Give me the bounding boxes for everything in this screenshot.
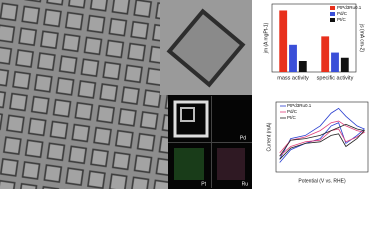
- y-axis-label: jm (A mgPt-1): [263, 22, 269, 54]
- cv-curve: [279, 107, 366, 163]
- legend-swatch: [330, 6, 335, 10]
- legend-label: Pd/C: [287, 109, 298, 114]
- bar: [321, 36, 330, 72]
- bar: [289, 44, 297, 72]
- legend-label: Pd/C: [337, 11, 348, 16]
- haadf-cube: [173, 100, 209, 138]
- bar: [340, 57, 349, 72]
- element-mapping: Pd Pt Ru: [168, 95, 252, 189]
- plot-frame: [275, 101, 369, 173]
- legend-swatch: [330, 18, 335, 22]
- bar: [279, 10, 288, 73]
- bar: [331, 52, 339, 72]
- tem-cube: [166, 8, 246, 88]
- x-tick-label: mass activity: [277, 75, 309, 81]
- y-axis-label: Current (mA): [266, 122, 272, 151]
- plot-frame: [271, 3, 357, 73]
- x-tick-label: specific activity: [317, 75, 354, 81]
- legend-label: PtPd3Ru0.1: [287, 103, 312, 108]
- map-label: Pt: [201, 181, 206, 187]
- map-label: Ru: [242, 181, 249, 187]
- legend-label: Pt/C: [337, 17, 347, 22]
- legend-swatch: [330, 12, 335, 16]
- figure: Pd Pt Ru mass activity specific activity j…: [0, 0, 369, 189]
- x-axis-label: Potential (V vs. RHE): [298, 178, 346, 184]
- y2-axis-label: js (mA cm-2): [359, 23, 365, 52]
- cv-curve: [279, 123, 366, 160]
- cv-curve: [279, 120, 366, 157]
- legend-label: PtPd3Ru0.1: [337, 5, 362, 10]
- map-label: Pd: [240, 135, 246, 141]
- bar: [298, 60, 307, 72]
- legend-label: Pt/C: [287, 115, 297, 120]
